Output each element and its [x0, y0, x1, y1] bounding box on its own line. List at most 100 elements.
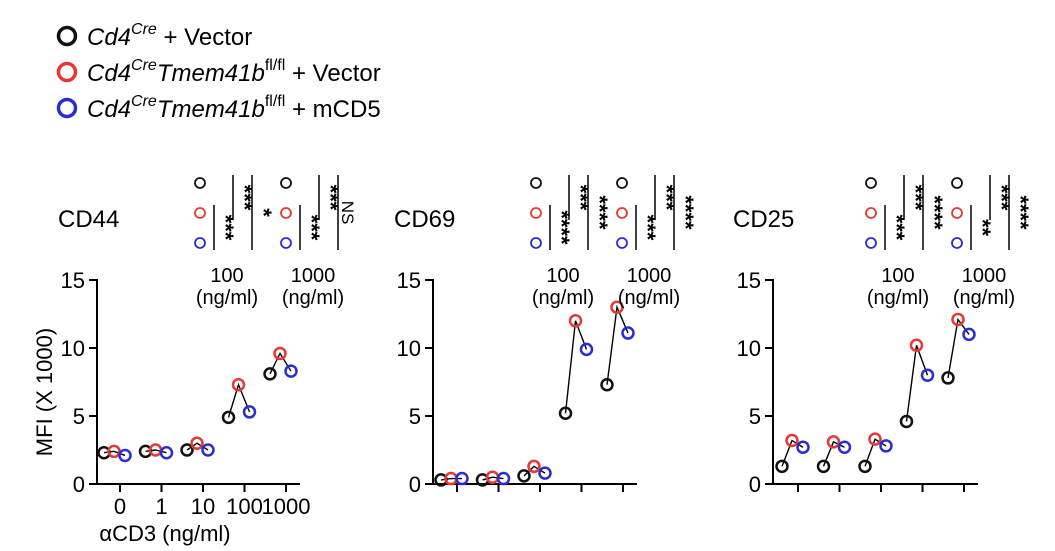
- sig-group-marker: [865, 177, 877, 189]
- data-point: [201, 443, 215, 457]
- legend-genotype: Cd4: [87, 96, 131, 123]
- legend-gene-sup: fl/fl: [265, 57, 285, 74]
- dose-label: 100: [881, 265, 914, 287]
- data-point: [920, 368, 935, 382]
- sig-label: ***: [299, 215, 324, 241]
- y-tick-label: 10: [737, 336, 761, 361]
- data-point: [785, 433, 799, 448]
- sig-group-marker: [280, 177, 292, 189]
- panel-title: CD44: [58, 206, 119, 233]
- sig-group-marker: [194, 237, 206, 249]
- legend-label: Cd4CreTmem41bfl/fl + mCD5: [87, 93, 381, 123]
- data-point: [962, 327, 976, 342]
- dose-unit-label: (ng/ml): [532, 287, 594, 309]
- data-point: [941, 371, 955, 385]
- group-connector: [227, 382, 251, 418]
- x-tick-label: 0: [114, 494, 126, 519]
- legend-marker: [56, 97, 78, 119]
- data-point: [263, 367, 277, 381]
- panel-cd25: CD25051015**********100(ng/ml)*********1…: [733, 175, 1033, 497]
- sig-label: ***: [232, 185, 257, 211]
- group-connector: [269, 351, 292, 375]
- sig-group-marker: [280, 237, 292, 249]
- legend-treatment: + mCD5: [285, 96, 380, 123]
- x-tick-label: 1: [155, 494, 167, 519]
- dose-unit-label: (ng/ml): [867, 287, 929, 309]
- legend-genotype: Cd4: [87, 24, 131, 51]
- x-axis-label: αCD3 (ng/ml): [99, 521, 230, 546]
- data-point: [284, 364, 298, 378]
- sig-label: ****: [673, 195, 698, 230]
- data-point: [837, 440, 852, 455]
- data-point: [273, 346, 287, 361]
- data-point: [221, 410, 236, 425]
- sig-group-marker: [865, 237, 877, 249]
- legend-gene: Tmem41b: [157, 60, 265, 87]
- dose-label: 1000: [291, 265, 336, 287]
- data-point: [568, 314, 583, 328]
- data-point: [775, 459, 789, 474]
- data-point: [558, 406, 573, 421]
- legend-label: Cd4Cre + Vector: [87, 21, 252, 51]
- data-point: [610, 300, 624, 314]
- sig-label: **: [970, 219, 995, 237]
- legend-marker: [56, 25, 78, 47]
- data-point: [180, 443, 194, 457]
- dose-unit-label: (ng/ml): [196, 287, 258, 309]
- sig-group-marker: [530, 237, 542, 249]
- y-axis-label: MFI (X 1000): [32, 328, 57, 456]
- legend-gene-sup: fl/fl: [265, 93, 285, 110]
- sig-label: ***: [903, 185, 928, 211]
- data-point: [455, 471, 469, 486]
- x-tick-label: 1000: [262, 494, 311, 519]
- sig-group-marker: [951, 177, 963, 189]
- group-connector: [606, 304, 629, 385]
- data-point: [879, 439, 893, 453]
- sig-group-marker: [865, 207, 877, 219]
- sig-label: ***: [635, 215, 660, 241]
- dose-label: 1000: [627, 265, 672, 287]
- group-connector: [564, 320, 588, 414]
- sig-group-marker: [194, 177, 206, 189]
- sig-group-marker: [616, 177, 628, 189]
- data-point: [496, 471, 511, 486]
- data-point: [796, 440, 810, 455]
- y-tick-label: 5: [409, 404, 421, 429]
- y-tick-label: 5: [73, 404, 85, 429]
- dose-label: 100: [546, 265, 579, 287]
- dose-unit-label: (ng/ml): [953, 287, 1015, 309]
- legend-genotype-sup: Cre: [131, 21, 157, 38]
- legend-label: Cd4CreTmem41bfl/fl + Vector: [87, 57, 381, 87]
- data-point: [538, 466, 552, 480]
- dose-unit-label: (ng/ml): [618, 287, 680, 309]
- y-tick-label: 10: [61, 336, 85, 361]
- sig-label: ****: [922, 195, 947, 230]
- sig-group-marker: [530, 207, 542, 219]
- y-tick-label: 15: [737, 268, 761, 293]
- sig-label: ****: [549, 210, 574, 245]
- y-tick-label: 0: [73, 472, 85, 497]
- y-tick-label: 15: [61, 268, 85, 293]
- legend-marker: [56, 61, 78, 83]
- x-tick-label: 10: [191, 494, 215, 519]
- data-point: [231, 377, 246, 392]
- panel-cd69: CD69051015***********100(ng/ml)*********…: [394, 175, 698, 497]
- legend-genotype-sup: Cre: [131, 93, 157, 110]
- dose-label: 1000: [962, 265, 1007, 287]
- sig-group-marker: [280, 207, 292, 219]
- sig-label: ****: [587, 195, 612, 230]
- sig-group-marker: [951, 207, 963, 219]
- panel-title: CD69: [394, 206, 455, 233]
- sig-group-marker: [616, 207, 628, 219]
- sig-label: ***: [213, 215, 238, 241]
- data-point: [951, 312, 965, 327]
- legend-gene: Tmem41b: [157, 96, 265, 123]
- dose-unit-label: (ng/ml): [282, 287, 344, 309]
- legend-genotype-sup: Cre: [131, 57, 157, 74]
- sig-label: NS: [338, 201, 357, 225]
- sig-label: ***: [318, 185, 343, 211]
- group-connector: [947, 317, 970, 379]
- sig-label: ****: [1008, 195, 1033, 230]
